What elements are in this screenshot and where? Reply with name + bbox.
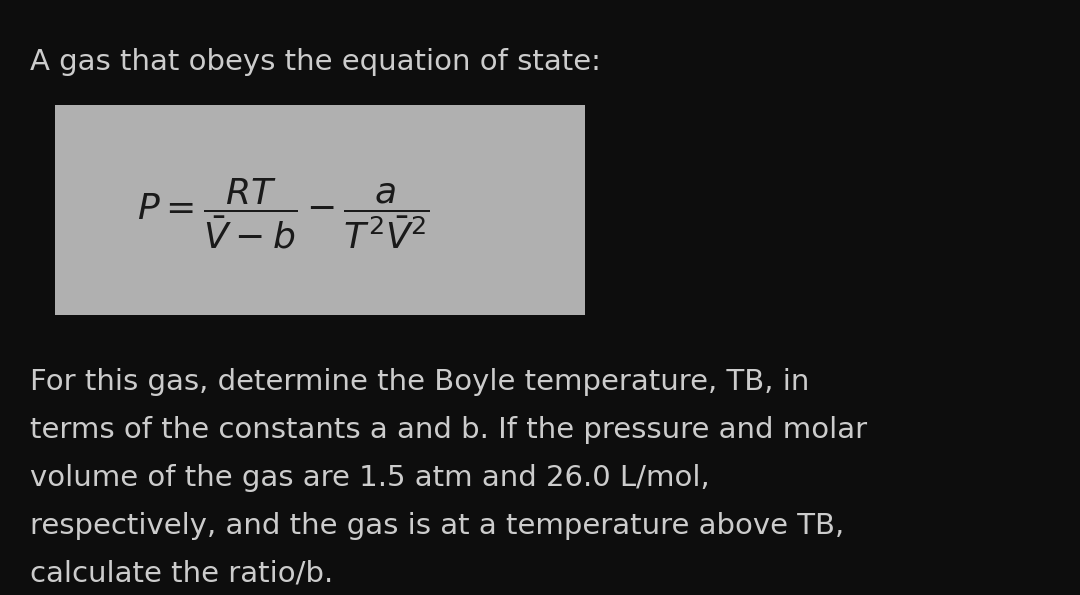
FancyBboxPatch shape [55, 105, 585, 315]
Text: respectively, and the gas is at a temperature above TB,: respectively, and the gas is at a temper… [30, 512, 845, 540]
Text: volume of the gas are 1.5 atm and 26.0 L/mol,: volume of the gas are 1.5 atm and 26.0 L… [30, 464, 710, 492]
Text: terms of the constants a and b. If the pressure and molar: terms of the constants a and b. If the p… [30, 416, 867, 444]
Text: For this gas, determine the Boyle temperature, TB, in: For this gas, determine the Boyle temper… [30, 368, 809, 396]
Text: A gas that obeys the equation of state:: A gas that obeys the equation of state: [30, 48, 600, 76]
Text: $P = \dfrac{RT}{\bar{V} - b} - \dfrac{a}{T^{2}\bar{V}^{2}}$: $P = \dfrac{RT}{\bar{V} - b} - \dfrac{a}… [136, 177, 429, 252]
Text: calculate the ratio/b.: calculate the ratio/b. [30, 560, 334, 588]
